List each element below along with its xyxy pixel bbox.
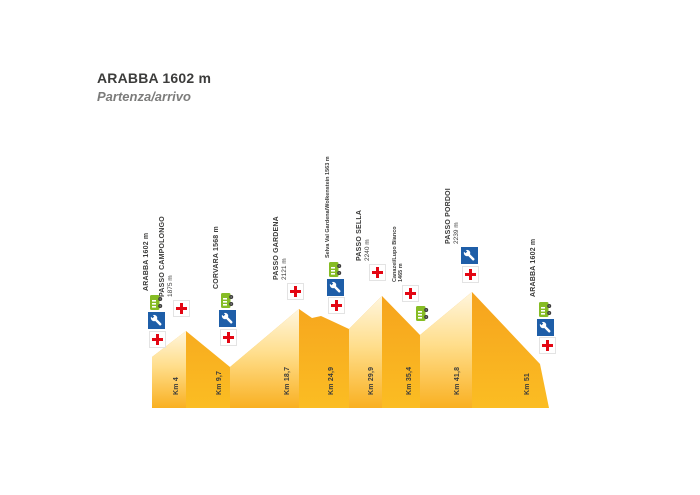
waypoint-elevation: 2240 m <box>364 239 371 261</box>
waypoint-name: Selva Val Gardena/Wolkenstein 1563 m <box>325 156 331 258</box>
waypoint-name: CORVARA 1568 m <box>213 226 220 289</box>
refreshment-truck-icon <box>147 294 164 311</box>
refreshment-truck-icon <box>536 301 553 318</box>
title-block: ARABBA 1602 m Partenza/arrivo <box>97 70 211 104</box>
page-subtitle: Partenza/arrivo <box>97 89 191 104</box>
medical-cross-icon <box>462 266 479 283</box>
medical-cross-icon <box>149 331 166 348</box>
medical-cross-icon <box>287 283 304 300</box>
refreshment-truck-icon <box>326 261 343 278</box>
waypoint-elevation: 2239 m <box>453 222 460 244</box>
ascent-face-gardena <box>230 309 299 408</box>
ascent-face-sella <box>349 296 382 408</box>
waypoint-elevation: 1875 m <box>167 275 174 297</box>
medical-cross-icon <box>402 285 419 302</box>
medical-cross-icon <box>220 329 237 346</box>
medical-cross-icon <box>539 337 556 354</box>
waypoint-elevation: 1465 m <box>398 263 404 282</box>
mechanic-wrench-icon <box>148 312 165 329</box>
waypoint-name: PASSO SELLA <box>356 209 363 261</box>
refreshment-truck-icon <box>218 292 235 309</box>
mechanic-wrench-icon <box>461 247 478 264</box>
mechanic-wrench-icon <box>219 310 236 327</box>
mechanic-wrench-icon <box>537 319 554 336</box>
mechanic-wrench-icon <box>327 279 344 296</box>
page-title: ARABBA 1602 m <box>97 70 212 86</box>
ascent-face-campolongo <box>152 331 186 408</box>
waypoint-name: ARABBA 1602 m <box>530 238 537 297</box>
medical-cross-icon <box>328 297 345 314</box>
medical-cross-icon <box>173 300 190 317</box>
ascent-face-pordoi <box>420 292 472 408</box>
waypoint-name: ARABBA 1602 m <box>143 232 150 291</box>
waypoint-elevation: 2121 m <box>281 258 288 280</box>
waypoint-name: PASSO GARDENA <box>273 216 280 280</box>
waypoint-name: PASSO PORDOI <box>445 188 452 244</box>
waypoint-name: PASSO CAMPOLONGO <box>159 216 166 297</box>
medical-cross-icon <box>369 264 386 281</box>
refreshment-truck-icon <box>413 305 430 322</box>
